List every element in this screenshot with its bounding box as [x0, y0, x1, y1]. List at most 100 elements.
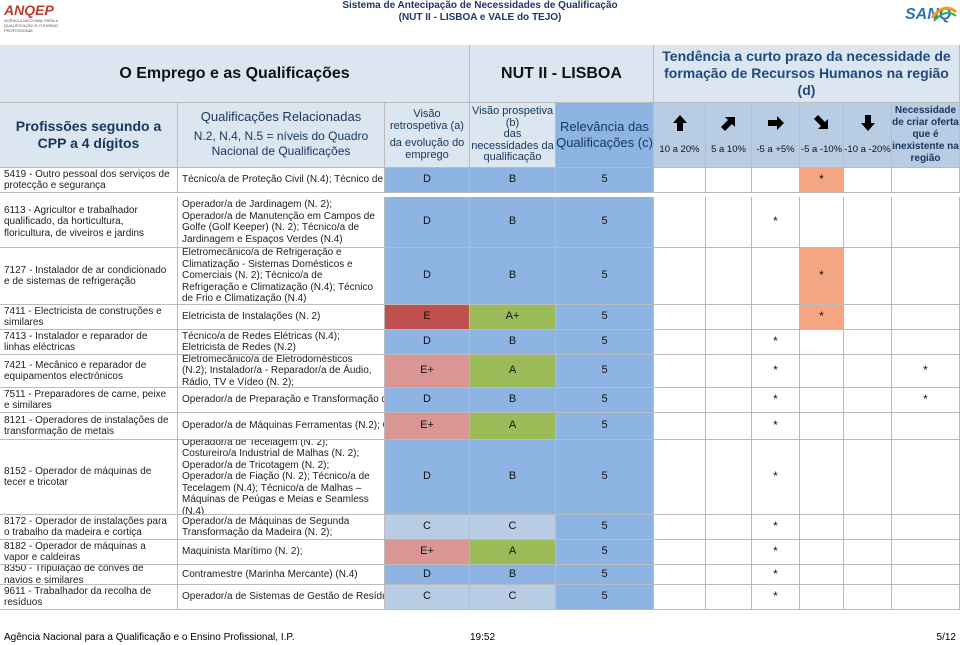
trend	[844, 168, 892, 193]
trend	[800, 440, 844, 515]
trend	[706, 197, 752, 248]
trend	[800, 197, 844, 248]
profession-text: 7421 - Mecânico e reparador de equipamen…	[4, 359, 147, 383]
retro: C	[385, 585, 470, 610]
trend: *	[800, 305, 844, 330]
profession: 8172 - Operador de instalações para o tr…	[0, 515, 178, 540]
header-subtitle: (NUT II - LISBOA e VALE do TEJO)	[398, 12, 562, 23]
trend	[654, 197, 706, 248]
trend	[654, 585, 706, 610]
qualifications: Técnico/a de Proteção Civil (N.4); Técni…	[178, 168, 385, 193]
trend	[654, 305, 706, 330]
relevance-text: 5	[601, 173, 608, 186]
trend	[654, 355, 706, 388]
trend	[800, 355, 844, 388]
header-retro-line: Visão retrospetiva (a)	[390, 108, 464, 132]
qualifications: Operador/a de Tecelagem (N. 2); Costurei…	[178, 440, 385, 515]
trend-icon	[673, 115, 687, 131]
prosp: B	[470, 565, 556, 585]
header-trend: -5 a +5%	[752, 103, 800, 168]
profession: 7421 - Mecânico e reparador de equipamen…	[0, 355, 178, 388]
necessity	[892, 585, 960, 610]
trend: *	[752, 388, 800, 413]
relevance-text: 5	[601, 470, 608, 483]
prosp-text: C	[508, 520, 517, 533]
trend	[800, 413, 844, 440]
trend-text: *	[773, 214, 778, 229]
profession-text: 7413 - Instalador e reparador de linhas …	[4, 330, 148, 354]
qualifications-text: Eletromecânico/a de Refrigeração e Clima…	[182, 248, 374, 305]
trend	[844, 413, 892, 440]
qualifications-text: Eletricista de Instalações (N. 2)	[182, 311, 321, 323]
trend-text: *	[819, 172, 824, 187]
profession: 7413 - Instalador e reparador de linhas …	[0, 330, 178, 355]
trend	[654, 440, 706, 515]
trend-text: *	[773, 589, 778, 604]
relevance: 5	[556, 388, 654, 413]
banner-middle: NUT II - LISBOA	[470, 45, 654, 103]
relevance-text: 5	[601, 520, 608, 533]
retro-text: E	[423, 310, 431, 323]
trend-text: *	[819, 309, 824, 324]
header-trend-text: 5 a 10%	[711, 143, 746, 155]
trend	[844, 330, 892, 355]
trend	[706, 440, 752, 515]
profession: 7411 - Electricista de construções e sim…	[0, 305, 178, 330]
qualifications: Operador/a de Sistemas de Gestão de Resí…	[178, 585, 385, 610]
trend	[800, 585, 844, 610]
trend: *	[752, 355, 800, 388]
prosp-text: B	[508, 567, 517, 580]
header-prosp: Visão prospetiva (b) das necessidades da …	[470, 103, 556, 168]
header-profession-text: Profissões segundo a CPP a 4 dígitos	[15, 118, 162, 151]
trend	[706, 355, 752, 388]
trend-text: *	[773, 363, 778, 378]
trend	[752, 305, 800, 330]
trend	[844, 355, 892, 388]
header-qualifications-line: Qualificações Relacionadas	[200, 109, 362, 125]
necessity-text: *	[923, 392, 928, 407]
qualifications: Operador/a de Máquinas de Segunda Transf…	[178, 515, 385, 540]
trend-text: *	[819, 268, 824, 283]
profession-text: 7127 - Instalador de ar condicionado e d…	[4, 264, 167, 288]
profession-text: 7511 - Preparadores de carne, peixe e si…	[4, 388, 167, 412]
prosp-text: B	[508, 215, 517, 228]
qualifications-text: Operador/a de Máquinas Ferramentas (N.2)…	[182, 420, 385, 432]
retro-text: D	[423, 173, 431, 186]
necessity	[892, 305, 960, 330]
trend	[654, 330, 706, 355]
trend	[800, 540, 844, 565]
header-trend: 5 a 10%	[706, 103, 752, 168]
trend-icon	[861, 115, 875, 131]
trend	[654, 388, 706, 413]
prosp-text: A	[508, 419, 517, 432]
prosp-text: C	[508, 590, 517, 603]
profession-text: 8350 - Tripulação de convés de navios e …	[4, 565, 144, 585]
header-trend-text: -5 a -10%	[800, 143, 843, 155]
retro: D	[385, 168, 470, 193]
profession: 8121 - Operadores de instalações de tran…	[0, 413, 178, 440]
banner-right: Tendência a curto prazo da necessidade d…	[654, 45, 960, 103]
retro-text: D	[423, 393, 431, 406]
banner-right-text: Tendência a curto prazo da necessidade d…	[662, 48, 951, 98]
retro: E+	[385, 540, 470, 565]
qualifications-text: Operador/a de Tecelagem (N. 2); Costurei…	[182, 440, 370, 515]
trend: *	[752, 585, 800, 610]
relevance: 5	[556, 540, 654, 565]
trend-text: *	[773, 418, 778, 433]
header-trend-text: -5 a +5%	[756, 143, 795, 155]
retro-text: D	[423, 470, 431, 483]
relevance: 5	[556, 355, 654, 388]
prosp: A	[470, 413, 556, 440]
trend-icon	[721, 117, 735, 131]
qualifications-text: Técnico/a de Proteção Civil (N.4); Técni…	[182, 174, 385, 186]
trend	[706, 585, 752, 610]
trend: *	[752, 515, 800, 540]
trend	[706, 413, 752, 440]
trend	[844, 515, 892, 540]
trend	[752, 248, 800, 305]
trend	[752, 168, 800, 193]
trend: *	[800, 168, 844, 193]
trend	[844, 440, 892, 515]
trend: *	[752, 565, 800, 585]
relevance: 5	[556, 305, 654, 330]
